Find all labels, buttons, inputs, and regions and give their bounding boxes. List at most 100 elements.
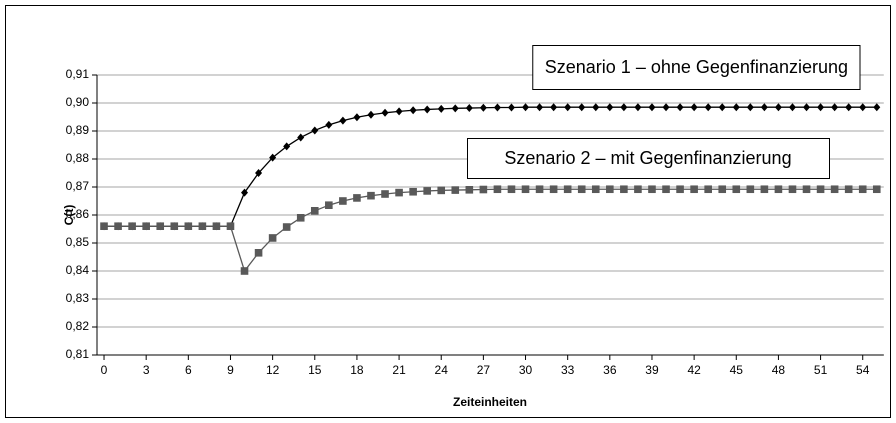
marker <box>718 185 727 194</box>
x-tick-label: 30 <box>519 363 533 377</box>
marker <box>367 110 375 119</box>
marker <box>521 185 530 194</box>
marker <box>409 187 417 196</box>
marker <box>578 103 586 112</box>
x-tick-label: 9 <box>227 363 234 377</box>
series-label-box <box>467 138 830 179</box>
marker <box>255 169 263 177</box>
x-tick-label: 33 <box>561 363 575 377</box>
x-tick-label: 48 <box>772 363 786 377</box>
x-tick-label: 36 <box>603 363 617 377</box>
marker <box>817 103 825 112</box>
marker <box>339 116 347 125</box>
marker <box>704 103 712 112</box>
marker <box>339 197 347 205</box>
marker <box>620 185 628 194</box>
y-tick-label: 0,82 <box>66 319 90 333</box>
marker <box>395 107 403 116</box>
marker <box>634 103 642 112</box>
marker <box>310 207 319 215</box>
marker <box>549 185 558 194</box>
marker <box>564 103 572 112</box>
y-tick-label: 0,86 <box>66 207 90 221</box>
y-tick-label: 0,87 <box>66 179 90 193</box>
marker <box>296 214 305 222</box>
y-tick-label: 0,88 <box>66 151 90 165</box>
marker <box>493 103 501 112</box>
y-axis-title: C(t) <box>62 205 76 226</box>
marker <box>746 103 754 112</box>
marker <box>240 267 249 275</box>
marker <box>311 126 319 135</box>
marker <box>451 104 459 113</box>
y-tick-label: 0,81 <box>66 347 90 361</box>
series-label: Szenario 2 – mit Gegenfinanzierung <box>504 148 791 168</box>
marker <box>676 185 684 194</box>
marker <box>241 188 249 197</box>
x-tick-label: 45 <box>730 363 744 377</box>
marker <box>212 222 221 230</box>
marker <box>100 222 108 230</box>
marker <box>760 185 769 194</box>
marker <box>788 185 797 194</box>
marker <box>184 222 193 230</box>
y-tick-label: 0,91 <box>66 67 90 81</box>
marker <box>283 142 291 151</box>
marker <box>732 185 741 194</box>
marker <box>577 185 586 194</box>
marker <box>282 223 291 231</box>
marker <box>788 103 796 112</box>
series-label-box <box>532 45 861 90</box>
marker <box>563 185 572 194</box>
x-tick-label: 6 <box>185 363 192 377</box>
marker <box>550 103 558 112</box>
marker <box>802 185 811 194</box>
marker <box>128 222 136 230</box>
marker <box>423 187 431 195</box>
marker <box>872 185 881 194</box>
marker <box>437 186 446 195</box>
marker <box>620 103 628 112</box>
x-tick-label: 18 <box>350 363 364 377</box>
y-tick-label: 0,83 <box>66 291 90 305</box>
marker <box>269 153 277 162</box>
marker <box>845 103 853 112</box>
y-tick-label: 0,85 <box>66 235 90 249</box>
marker <box>465 186 474 194</box>
marker <box>507 185 516 194</box>
marker <box>746 185 755 194</box>
marker <box>634 185 642 194</box>
marker <box>844 185 853 194</box>
marker <box>803 103 811 112</box>
y-tick-label: 0,90 <box>66 95 90 109</box>
marker <box>718 103 726 112</box>
marker <box>662 185 670 194</box>
x-tick-label: 42 <box>687 363 701 377</box>
marker <box>774 185 783 194</box>
marker <box>268 234 277 242</box>
marker <box>591 185 600 194</box>
x-tick-label: 39 <box>645 363 659 377</box>
marker <box>437 104 445 113</box>
marker <box>395 188 403 197</box>
marker <box>170 222 179 230</box>
x-tick-label: 24 <box>435 363 449 377</box>
marker <box>381 108 389 117</box>
marker <box>816 185 825 194</box>
marker <box>732 103 740 112</box>
x-tick-label: 51 <box>814 363 828 377</box>
marker <box>114 222 122 230</box>
x-tick-label: 27 <box>477 363 491 377</box>
marker <box>774 103 782 112</box>
marker <box>648 103 656 112</box>
marker <box>353 113 361 122</box>
marker <box>226 222 235 230</box>
marker <box>535 185 544 194</box>
marker <box>859 103 867 112</box>
marker <box>381 190 389 198</box>
marker <box>831 103 839 112</box>
marker <box>536 103 544 112</box>
marker <box>704 185 712 194</box>
marker <box>522 103 530 112</box>
